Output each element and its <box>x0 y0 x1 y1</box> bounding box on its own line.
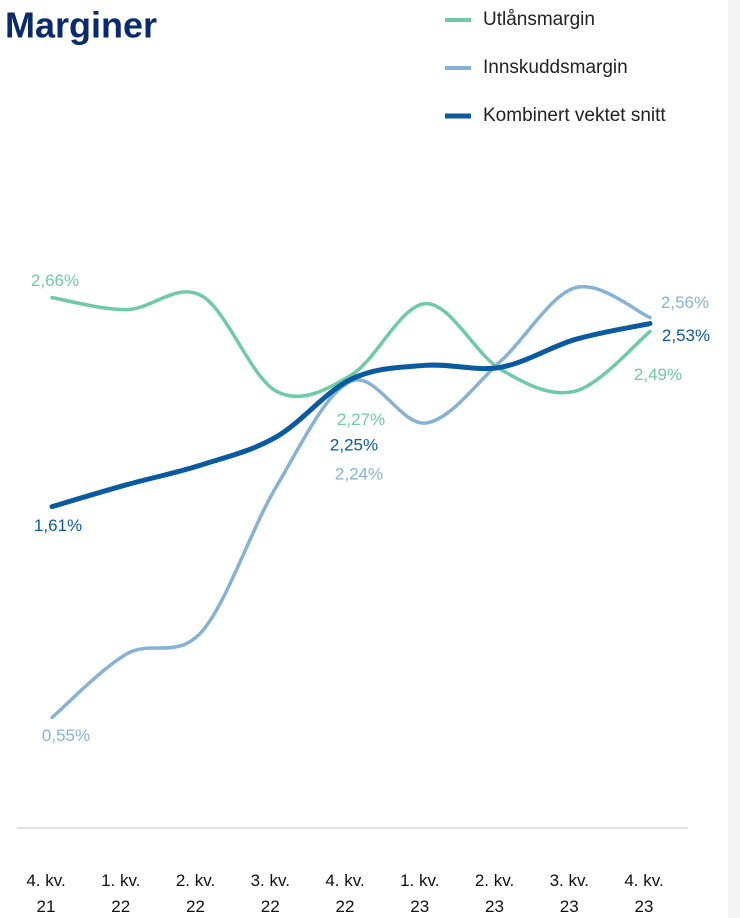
x-tick-label: 1. kv. 22 <box>101 871 140 916</box>
line <box>50 290 652 399</box>
data-label: 2,66% <box>31 271 79 290</box>
x-tick-label: 3. kv. 22 <box>251 871 290 916</box>
data-label: 2,56% <box>661 293 709 312</box>
legend-label: Kombinert vektet snitt <box>483 105 666 126</box>
data-label: 2,25% <box>330 436 378 455</box>
data-label: 0,55% <box>42 726 90 745</box>
data-label: 2,53% <box>662 326 710 345</box>
x-tick-label: 2. kv. 23 <box>475 871 514 916</box>
x-tick-label: 4. kv. 21 <box>26 871 65 916</box>
x-tick-label: 2. kv. 22 <box>176 871 215 916</box>
legend-label: Utlånsmargin <box>483 9 595 30</box>
x-tick-label: 3. kv. 23 <box>550 871 589 916</box>
side-band <box>728 0 740 918</box>
x-tick-label: 4. kv. 23 <box>624 871 663 916</box>
data-label: 2,49% <box>634 365 682 384</box>
data-label: 2,24% <box>335 465 383 484</box>
data-label: 1,61% <box>34 516 82 535</box>
x-tick-label: 4. kv. 22 <box>325 871 364 916</box>
chart-title: Marginer <box>5 5 157 46</box>
line <box>50 284 652 720</box>
data-label: 2,27% <box>337 410 385 429</box>
line <box>49 321 653 510</box>
x-tick-label: 1. kv. 23 <box>400 871 439 916</box>
legend-label: Innskuddsmargin <box>483 57 628 78</box>
